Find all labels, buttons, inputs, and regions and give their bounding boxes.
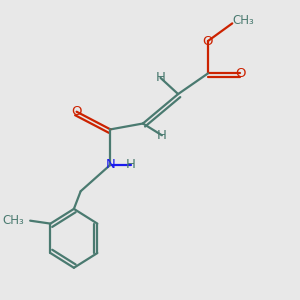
- Text: O: O: [235, 67, 246, 80]
- Text: H: H: [156, 71, 166, 84]
- Text: O: O: [71, 105, 82, 118]
- Text: O: O: [202, 34, 213, 48]
- Text: N: N: [106, 158, 115, 171]
- Text: H: H: [157, 129, 167, 142]
- Text: CH₃: CH₃: [232, 14, 254, 27]
- Text: CH₃: CH₃: [2, 214, 24, 227]
- Text: H: H: [126, 158, 136, 171]
